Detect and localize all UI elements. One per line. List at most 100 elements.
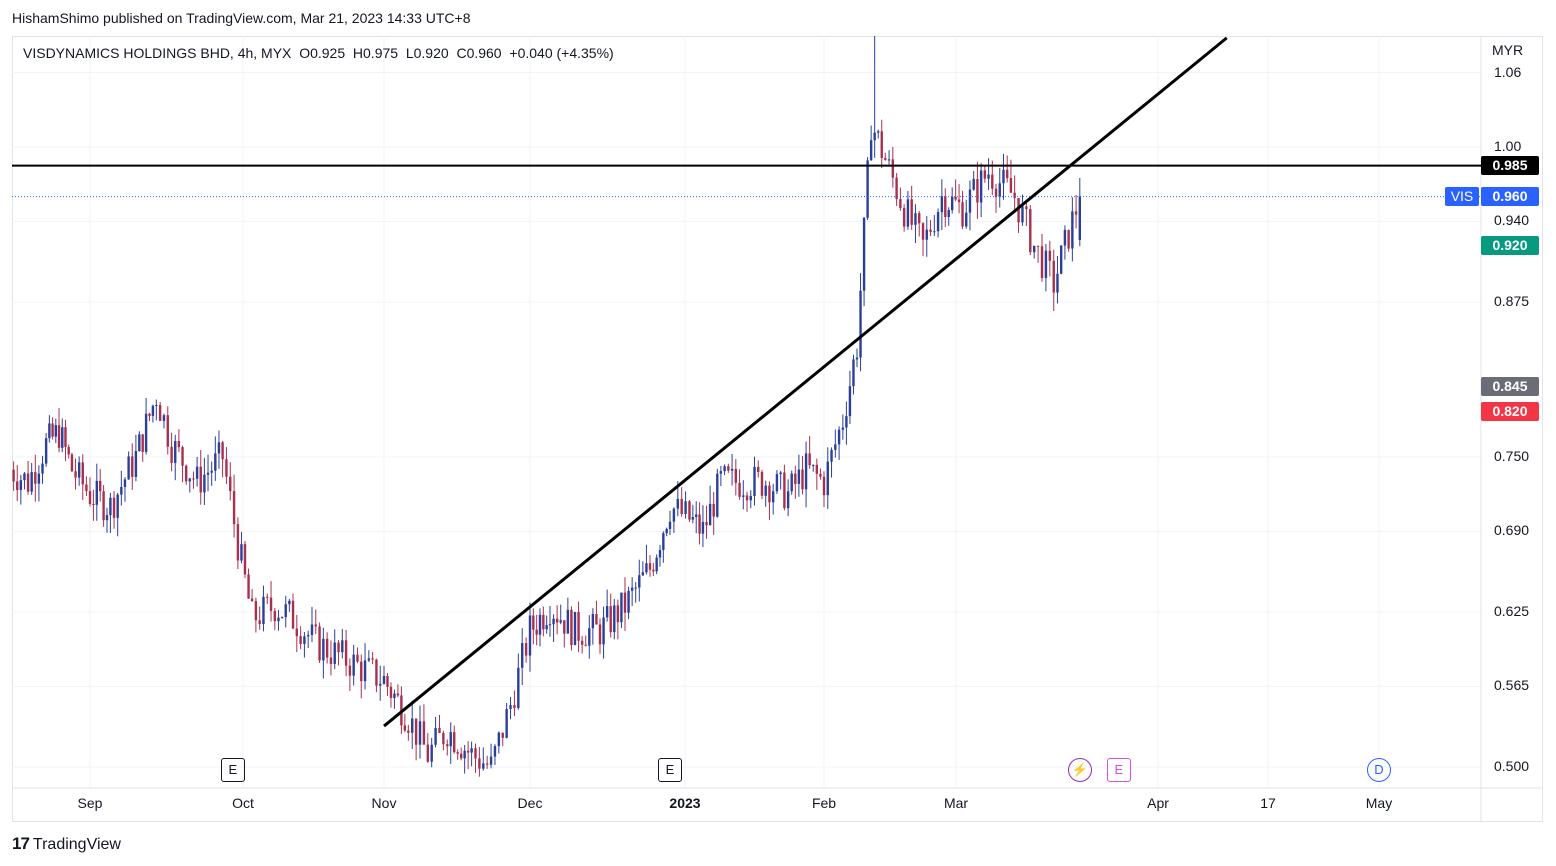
candle-body — [221, 442, 224, 460]
candle-body — [570, 609, 573, 645]
candle-body — [348, 665, 352, 676]
candle-body — [214, 453, 217, 471]
candle-body — [333, 642, 336, 664]
candle-body — [352, 654, 355, 676]
candle-body — [662, 533, 665, 550]
candle-body — [232, 491, 236, 525]
event-dividend-icon[interactable]: D — [1367, 758, 1391, 782]
candle-body — [243, 544, 247, 575]
candle-body — [513, 705, 516, 709]
candle-body — [396, 693, 400, 696]
y-tick-label: 0.500 — [1494, 758, 1530, 774]
candle-body — [645, 563, 648, 573]
candle-body — [680, 498, 683, 514]
candle-body — [303, 636, 306, 644]
candle-body — [528, 615, 532, 656]
candle-body — [933, 231, 936, 233]
candle-body — [382, 675, 386, 684]
candle-body — [929, 229, 932, 232]
candle-body — [895, 177, 898, 200]
candle-body — [148, 413, 151, 416]
candle-body — [638, 575, 641, 588]
candle-body — [584, 644, 587, 646]
candle-body — [166, 415, 169, 447]
candle-body — [830, 449, 833, 462]
event-earnings-icon[interactable]: E — [220, 758, 245, 782]
candle-body — [976, 178, 979, 203]
candle-body — [371, 658, 374, 660]
candle-body — [771, 491, 775, 503]
candle-body — [81, 462, 84, 485]
candle-body — [845, 416, 848, 428]
event-earnings-upcoming-icon[interactable]: E — [1106, 758, 1131, 782]
candle-body — [991, 174, 994, 189]
candle-body — [665, 528, 668, 534]
candle-body — [698, 514, 701, 534]
candle-body — [463, 750, 466, 759]
candle-body — [555, 618, 559, 623]
y-tick-label: 0.875 — [1494, 293, 1530, 309]
candle-body — [262, 596, 265, 625]
tradingview-logo[interactable]: 17 TradingView — [12, 834, 121, 854]
candle-body — [438, 727, 441, 733]
candle-body — [914, 213, 917, 225]
event-earnings-icon[interactable]: E — [658, 758, 682, 782]
candle-body — [489, 756, 493, 765]
candle-body — [1078, 196, 1082, 240]
candle-body — [26, 473, 30, 492]
candle-body — [217, 442, 221, 454]
candle-body — [1052, 260, 1055, 293]
candle-body — [1029, 209, 1032, 253]
candle-body — [869, 140, 873, 161]
candle-body — [812, 464, 815, 466]
candle-body — [877, 131, 880, 133]
legend-open: O0.925 — [299, 45, 346, 61]
candle-body — [273, 610, 277, 622]
candle-body — [92, 503, 95, 505]
x-tick-label: May — [1365, 795, 1393, 811]
candlestick-chart[interactable] — [12, 36, 1543, 822]
candle-body — [1002, 169, 1005, 184]
legend-low: L0.920 — [405, 45, 449, 61]
candle-body — [151, 405, 155, 416]
candle-body — [41, 463, 44, 474]
candle-body — [411, 718, 414, 733]
candle-body — [453, 732, 456, 753]
price-badge-0-920: 0.920 — [1481, 236, 1539, 256]
event-split-icon[interactable]: ⚡ — [1067, 758, 1092, 782]
candle-body — [634, 587, 637, 589]
candle-body — [258, 620, 261, 625]
candle-body — [1032, 245, 1036, 253]
candle-body — [280, 617, 284, 619]
candle-body — [1013, 192, 1016, 199]
y-tick-label: 0.625 — [1494, 603, 1530, 619]
candle-body — [456, 752, 459, 754]
candle-body — [295, 628, 299, 637]
candle-body — [944, 196, 947, 217]
candle-body — [801, 469, 804, 490]
candle-body — [672, 508, 676, 522]
x-tick-label: Nov — [371, 795, 397, 811]
candle-body — [768, 485, 771, 503]
candle-body — [998, 183, 1001, 197]
candle-body — [779, 472, 782, 475]
candle-body — [552, 618, 555, 625]
candle-body — [950, 196, 954, 211]
candle-body — [141, 434, 144, 452]
candle-body — [407, 730, 410, 733]
candle-body — [57, 425, 61, 448]
candle-body — [284, 604, 287, 618]
candle-body — [266, 596, 269, 598]
candle-body — [749, 495, 752, 501]
candle-body — [641, 572, 645, 576]
x-tick-label: 17 — [1260, 795, 1276, 811]
candle-body — [591, 613, 595, 629]
chart-legend: VISDYNAMICS HOLDINGS BHD, 4h, MYX O0.925… — [23, 45, 614, 61]
candle-body — [195, 466, 199, 479]
y-tick-label: 0.690 — [1494, 522, 1530, 539]
candle-body — [790, 473, 793, 492]
candle-body — [1040, 246, 1044, 278]
candle-body — [341, 640, 344, 653]
candle-body — [314, 624, 317, 627]
candle-body — [61, 427, 64, 448]
